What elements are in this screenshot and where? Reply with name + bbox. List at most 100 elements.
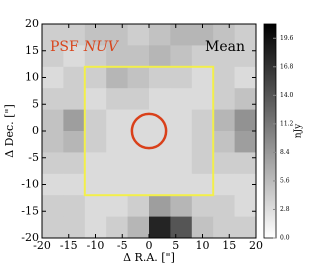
cell	[63, 152, 86, 175]
cell	[170, 131, 193, 153]
y-tick-label: 10	[25, 71, 39, 84]
cell	[234, 66, 257, 89]
cell	[127, 152, 150, 175]
cell	[106, 45, 129, 68]
cell	[191, 88, 214, 111]
cell	[149, 131, 171, 153]
x-tick-label: -20	[33, 239, 51, 252]
cell	[191, 109, 214, 132]
colorbar-tick-label: 0.0	[280, 235, 290, 242]
cell	[170, 88, 193, 111]
cell	[170, 152, 193, 175]
cell	[84, 66, 107, 89]
cell	[191, 66, 214, 89]
colorbar-tick-label: 14.0	[280, 92, 294, 99]
colorbar	[263, 23, 277, 239]
cell	[84, 45, 107, 68]
cell	[234, 88, 257, 111]
cell	[149, 45, 171, 68]
cell	[106, 216, 129, 239]
title-prefix: PSF	[50, 39, 79, 55]
cell	[84, 109, 107, 132]
y-tick-label: 5	[32, 97, 39, 110]
cell	[170, 216, 193, 239]
cell	[149, 195, 171, 218]
cell	[234, 195, 257, 218]
y-tick-label: -15	[21, 204, 39, 217]
x-tick-label: 20	[249, 239, 263, 252]
cell	[127, 66, 150, 89]
cell	[213, 195, 236, 218]
cell	[191, 131, 214, 153]
cell	[63, 216, 86, 239]
y-axis-label: Δ Dec. ["]	[3, 104, 16, 158]
y-tick-label: -10	[21, 178, 39, 191]
cell	[127, 195, 150, 218]
colorbar-tick-label: 8.4	[280, 149, 290, 156]
cell	[127, 131, 150, 153]
cell	[42, 131, 64, 153]
cell	[191, 152, 214, 175]
x-tick-label: -10	[87, 239, 105, 252]
label: Mean	[205, 39, 245, 55]
cell	[170, 45, 193, 68]
x-tick-label: -5	[117, 239, 128, 252]
cell	[42, 152, 64, 175]
cell	[149, 152, 171, 175]
cell	[63, 45, 86, 68]
y-tick-label: -5	[28, 151, 39, 164]
colorbar-tick-label: 19.6	[280, 35, 294, 42]
cell	[191, 45, 214, 68]
cell	[170, 66, 193, 89]
cell	[234, 216, 257, 239]
cell	[170, 24, 193, 46]
cell	[42, 24, 64, 46]
title-band: NUV	[83, 39, 120, 55]
cell	[84, 152, 107, 175]
cell	[84, 216, 107, 239]
cell	[106, 66, 129, 89]
aperture-circle	[130, 112, 168, 150]
cell	[127, 24, 150, 46]
cell	[42, 66, 64, 89]
y-tick-label: -20	[21, 231, 39, 244]
cell	[191, 195, 214, 218]
x-tick-label: 15	[222, 239, 236, 252]
x-tick-label: 5	[172, 239, 179, 252]
x-tick-label: 0	[146, 239, 153, 252]
colorbar-tick-label: 16.8	[280, 63, 294, 70]
cell	[42, 173, 64, 196]
cell	[106, 195, 129, 218]
cell	[149, 216, 171, 239]
cell	[213, 109, 236, 132]
cell	[191, 173, 214, 196]
colorbar-tick-label: 5.6	[280, 177, 290, 184]
x-tick-label: -15	[60, 239, 78, 252]
cell	[127, 88, 150, 111]
cell	[84, 173, 107, 196]
cell	[84, 88, 107, 111]
cell	[234, 173, 257, 196]
cell	[42, 45, 64, 68]
colorbar-label: nJy	[294, 123, 304, 138]
cell	[106, 88, 129, 111]
cell	[127, 173, 150, 196]
cell	[149, 88, 171, 111]
title: PSF NUV	[50, 39, 120, 55]
cell	[170, 109, 193, 132]
x-axis-label: Δ R.A. ["]	[123, 251, 175, 264]
cell	[149, 109, 171, 132]
cell	[106, 109, 129, 132]
cell	[63, 131, 86, 153]
cell	[42, 109, 64, 132]
cell	[127, 45, 150, 68]
cell	[191, 24, 214, 46]
chart: -20 -15 -10 -5 0 5 10 15 20 -20 -15 -10 -5 0 5 10 15 20 Δ …	[3, 17, 304, 264]
y-tick-label: 20	[25, 17, 39, 30]
cell	[234, 24, 257, 46]
cell	[213, 24, 236, 46]
cell	[234, 45, 257, 68]
cell	[42, 195, 64, 218]
cell	[63, 88, 86, 111]
cell	[234, 152, 257, 175]
